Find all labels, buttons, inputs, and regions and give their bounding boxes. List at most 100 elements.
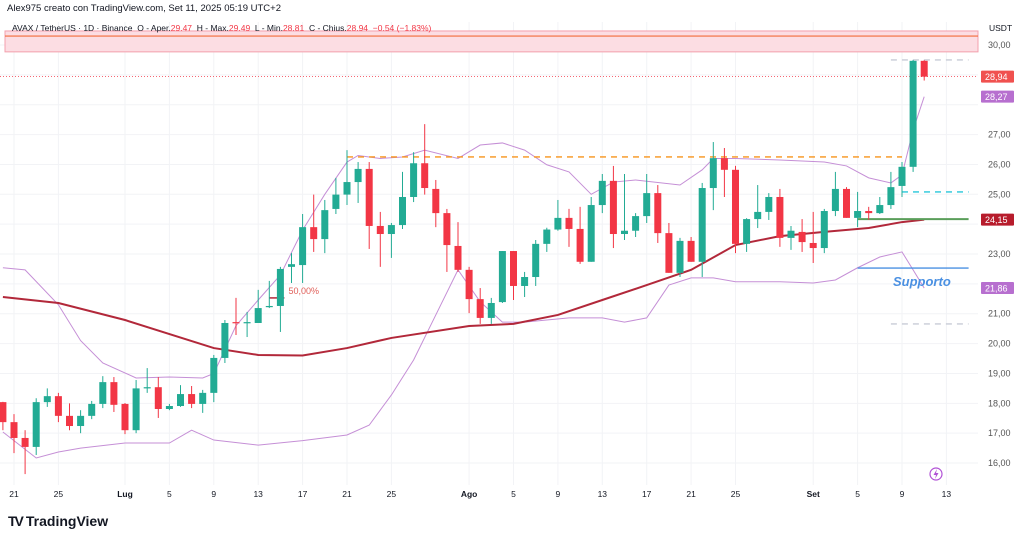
candle-body [798, 231, 806, 243]
candle [432, 179, 440, 228]
candle-body [465, 269, 473, 300]
candle [732, 165, 739, 254]
open-label: O - Aper. [137, 23, 171, 33]
candle [843, 187, 850, 218]
candle [909, 59, 917, 172]
currency-label: USDT [989, 23, 1012, 33]
x-tick-label: 25 [387, 489, 397, 499]
y-tick-label: 19,00 [988, 368, 1011, 378]
x-tick-label: 9 [556, 489, 561, 499]
candle [487, 297, 495, 324]
candle [598, 173, 606, 214]
candle [609, 165, 617, 249]
y-tick-label: 18,00 [988, 398, 1011, 408]
candle-body [199, 392, 207, 404]
candle-body [787, 230, 795, 238]
candle [299, 214, 307, 283]
candle [809, 211, 817, 263]
y-tick-label: 16,00 [988, 458, 1011, 468]
candle [276, 266, 284, 332]
lightning-icon-bolt [933, 469, 939, 479]
candle [221, 320, 229, 364]
candle-body [188, 394, 196, 404]
candle [77, 410, 85, 434]
candle-body [554, 217, 562, 230]
candle [99, 376, 107, 409]
candle [310, 194, 318, 252]
candle-body [343, 182, 351, 195]
candle-body [387, 225, 395, 235]
lightning-icon-circle [929, 467, 943, 481]
lightning-icon[interactable] [929, 467, 943, 481]
candle-body [0, 402, 7, 423]
x-tick-label: Lug [117, 489, 133, 499]
candle [621, 173, 628, 240]
y-tick-label: 27,00 [988, 130, 1011, 140]
y-tick-label: 25,00 [988, 189, 1011, 199]
candle [898, 162, 906, 197]
y-tick-label: 26,00 [988, 159, 1011, 169]
candle [154, 377, 162, 418]
candle-body [565, 217, 573, 229]
candle-body [598, 180, 606, 206]
chart-credit: Alex975 creato con TradingView.com, Set … [7, 3, 281, 14]
candle-body [276, 268, 284, 306]
candle [188, 386, 196, 409]
candle-body [288, 264, 295, 267]
candle-body [521, 277, 529, 286]
resistance-zone [4, 30, 979, 53]
candle [709, 142, 717, 211]
candle-body [510, 251, 517, 286]
candle [143, 368, 151, 393]
candle [165, 403, 173, 411]
candle-body [709, 158, 717, 189]
candle-body [310, 227, 318, 240]
y-tick-label: 30,00 [988, 40, 1011, 50]
candle-body [898, 166, 906, 186]
candle-body [909, 60, 917, 167]
candle [887, 171, 895, 209]
price-chart[interactable]: 50,00% Supporto 30,00 27,00 26,00 25,00 23,00 2… [0, 0, 1024, 510]
candle [632, 213, 640, 237]
candle-body [332, 194, 340, 209]
candle [876, 196, 884, 215]
x-tick-label: 17 [642, 489, 652, 499]
candle-body [865, 211, 873, 214]
candle-body [698, 188, 706, 262]
candle [132, 380, 140, 434]
candle [210, 354, 218, 403]
candle-body [443, 213, 451, 246]
candle [232, 297, 240, 335]
candle [399, 171, 406, 229]
candle-body [243, 322, 251, 324]
x-tick-label: 5 [855, 489, 860, 499]
candle-body [66, 415, 73, 427]
candle-body [299, 227, 307, 266]
symbol-legend: AVAX / TetherUS · 1D · Binance O - Aper.… [12, 23, 431, 33]
candle-body [232, 322, 240, 324]
x-tick-label: 5 [167, 489, 172, 499]
x-tick-label: Ago [461, 489, 478, 499]
symbol-name[interactable]: AVAX / TetherUS · 1D · Binance [12, 23, 133, 33]
candle-body [487, 302, 495, 318]
candle [743, 218, 751, 252]
candle-body [365, 168, 373, 226]
candle-body [743, 219, 751, 244]
candle-body [121, 403, 129, 431]
x-tick-label: 5 [511, 489, 516, 499]
candle-body [820, 211, 828, 249]
candle-body [143, 387, 151, 389]
candle [443, 208, 451, 272]
change-value: −0.54 (−1.83%) [372, 23, 432, 33]
candle-body [432, 188, 440, 214]
candle-body [920, 60, 928, 77]
x-tick-label: 21 [342, 489, 352, 499]
candle-body [854, 211, 862, 218]
candle [43, 388, 51, 407]
candle [376, 211, 384, 267]
candle-body [720, 158, 728, 170]
candle [177, 385, 184, 407]
price-label-badge [981, 90, 1014, 103]
candle-body [576, 228, 584, 262]
tradingview-logo: TV TradingView [8, 513, 108, 529]
